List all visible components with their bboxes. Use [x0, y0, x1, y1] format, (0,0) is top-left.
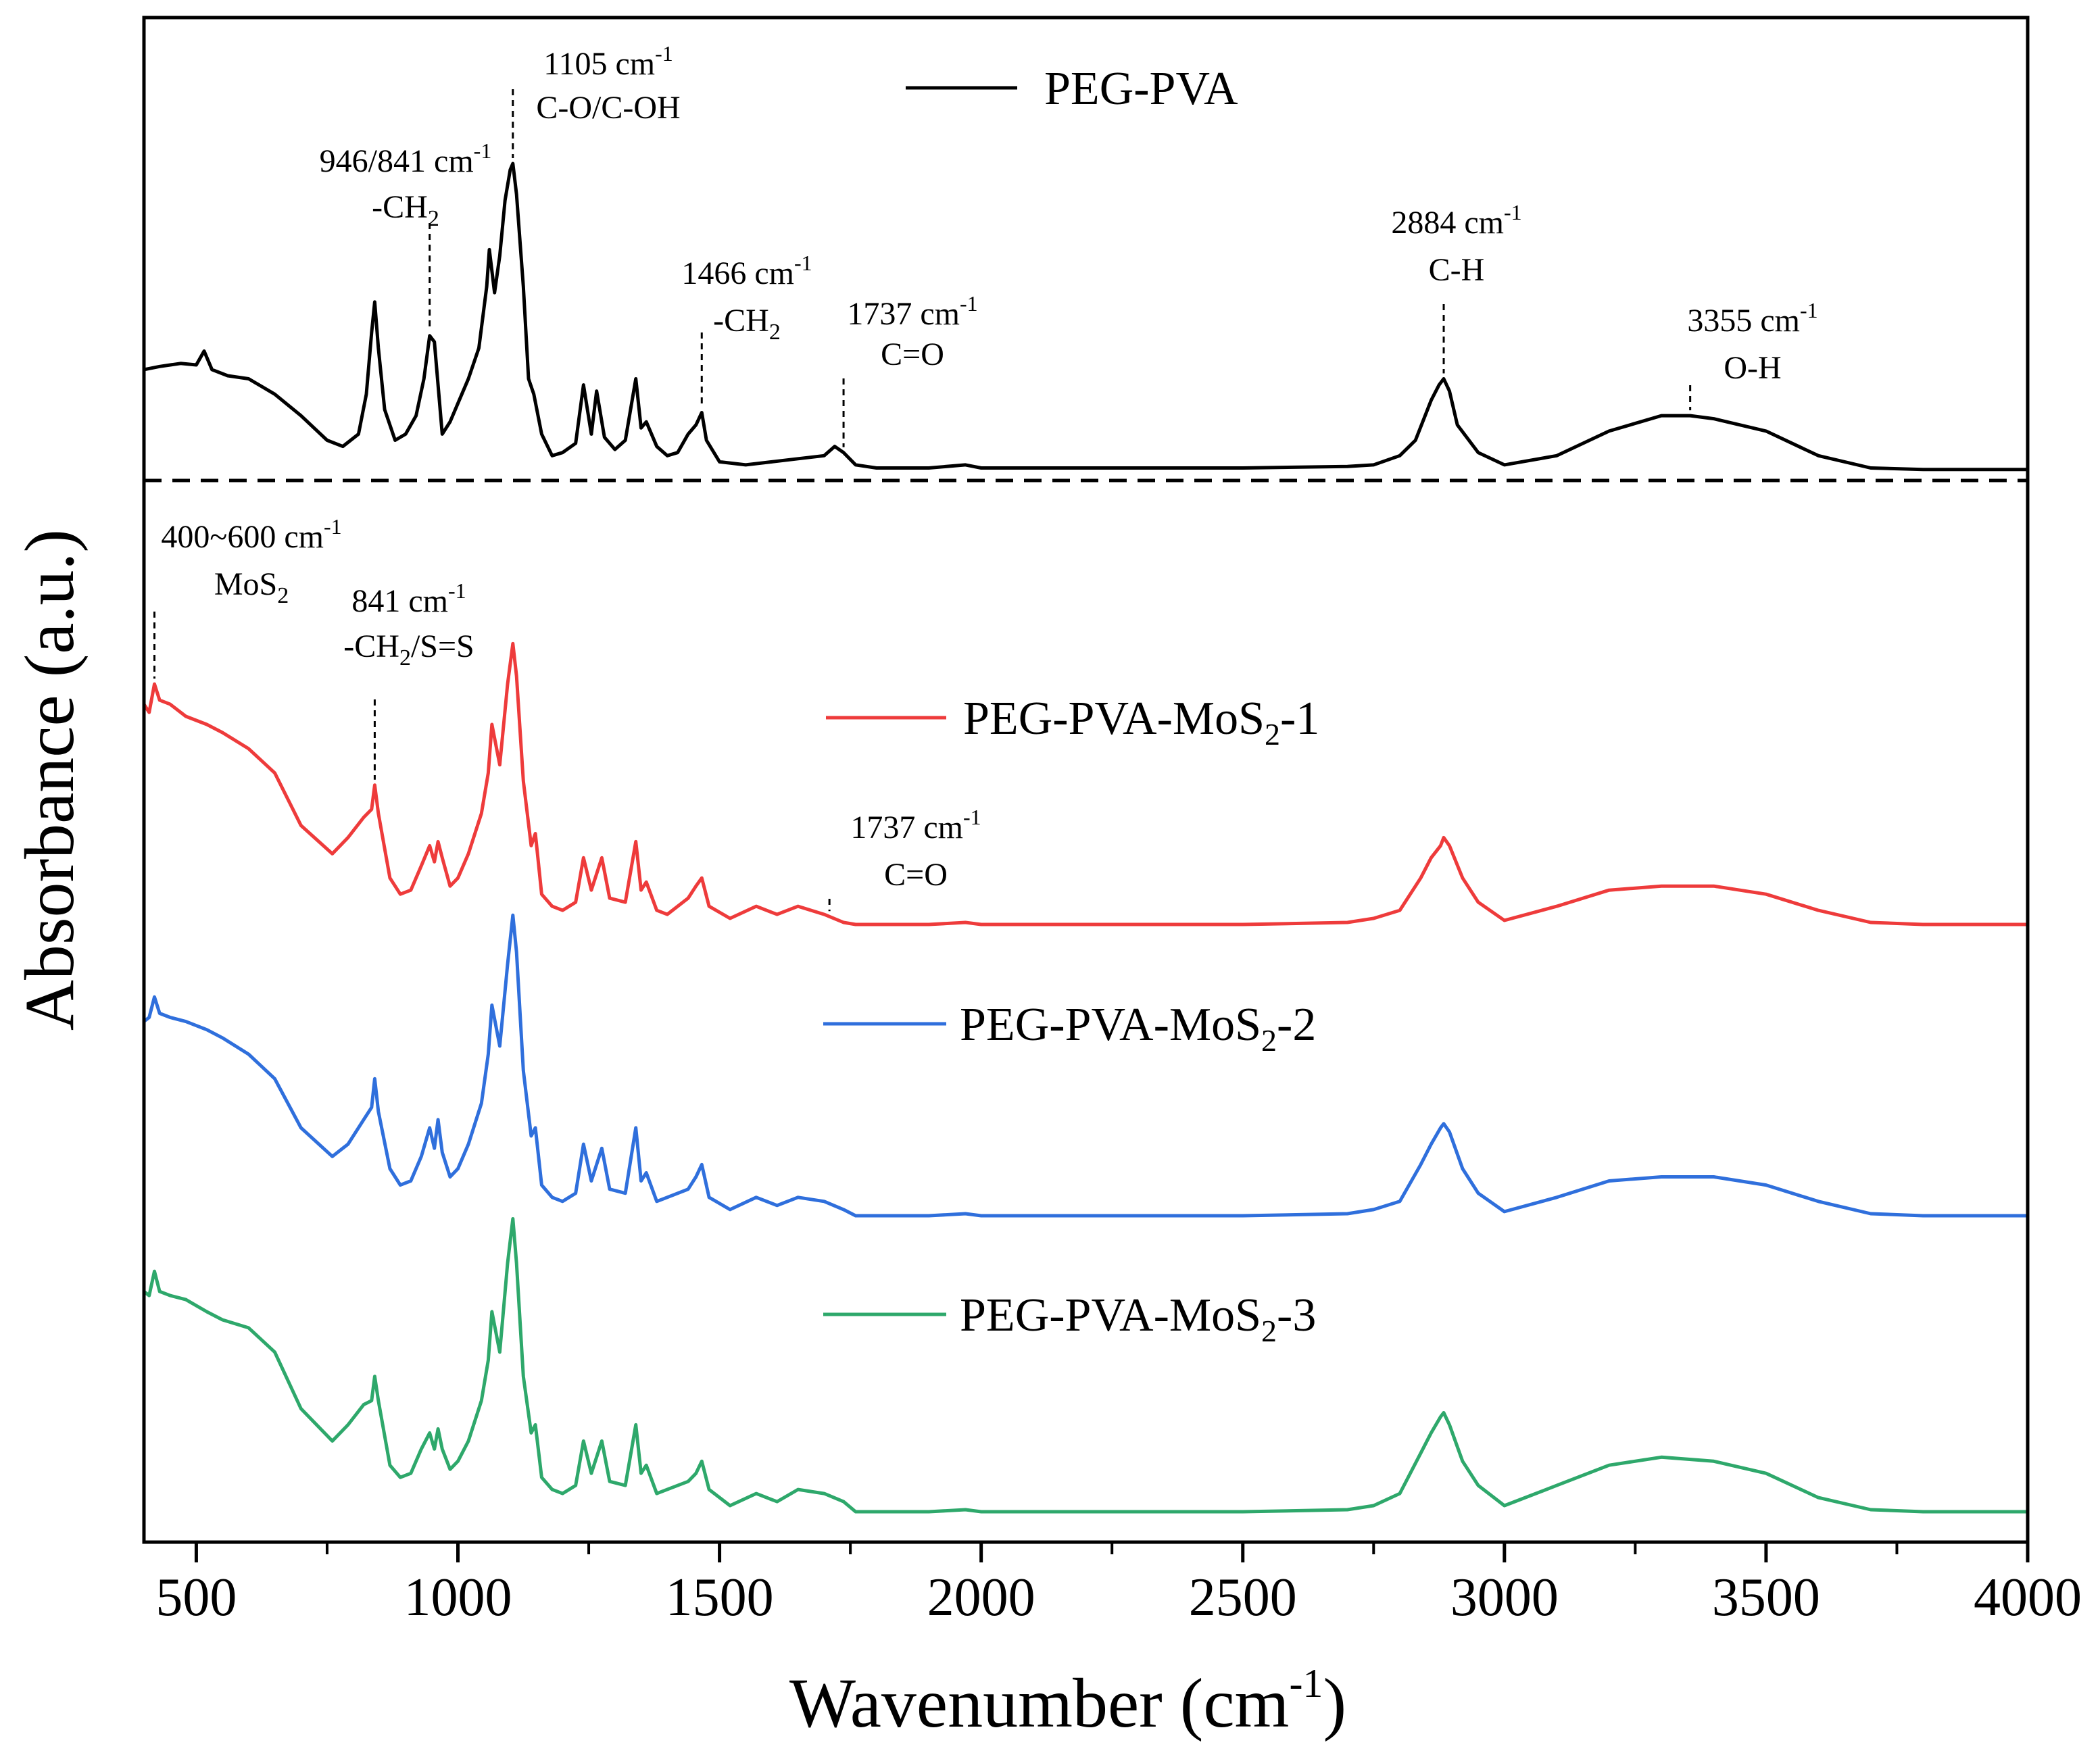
- series-line-1: [142, 162, 2030, 472]
- annotation-assignment: -CH2/S=S: [343, 628, 474, 670]
- legend-label: PEG-PVA-MoS2-2: [960, 999, 1316, 1058]
- x-tick-label: 500: [155, 1568, 237, 1627]
- series-line-3: [142, 913, 2030, 1218]
- annotation-wavenumber: 2884 cm-1: [1391, 200, 1521, 241]
- annotation-assignment: -CH2: [372, 189, 439, 231]
- annotation-assignment: C=O: [881, 337, 944, 372]
- legend-item-3: PEG-PVA-MoS2-2: [823, 999, 1316, 1058]
- legend-label: PEG-PVA-MoS2-3: [960, 1289, 1316, 1348]
- x-tick-label: 2000: [927, 1568, 1035, 1627]
- annotation-4: 1737 cm-1 C=O: [842, 291, 978, 447]
- annotation-wavenumber: 841 cm-1: [351, 578, 466, 619]
- annotation-assignment: C=O: [884, 857, 948, 893]
- legend-item-4: PEG-PVA-MoS2-3: [823, 1289, 1316, 1348]
- x-tick-label: 3000: [1450, 1568, 1559, 1627]
- x-tick-label: 3500: [1712, 1568, 1820, 1627]
- plot-frame: [142, 16, 2030, 1544]
- x-tick-label: 4000: [1974, 1568, 2082, 1627]
- annotation-assignment: C-O/C-OH: [536, 90, 680, 126]
- annotation-wavenumber: 3355 cm-1: [1687, 298, 1817, 339]
- legend-label: PEG-PVA: [1044, 63, 1238, 115]
- annotation-2: 946/841 cm-1 -CH2: [320, 139, 492, 330]
- annotation-assignment: C-H: [1429, 252, 1485, 288]
- series-group: [142, 162, 2030, 1514]
- annotation-1: 1105 cm-1 C-O/C-OH: [512, 41, 681, 158]
- x-tick-label: 1500: [666, 1568, 774, 1627]
- y-axis-title: Absorbance (a.u.): [11, 529, 89, 1031]
- x-tick-label: 1000: [404, 1568, 512, 1627]
- legend: PEG-PVA PEG-PVA-MoS2-1 PEG-PVA-MoS2-2 PEG-P…: [823, 63, 1319, 1348]
- x-axis-title: Wavenumber (cm-1): [789, 1661, 1346, 1742]
- x-tick-label: 2500: [1189, 1568, 1297, 1627]
- annotation-wavenumber: 946/841 cm-1: [320, 139, 492, 179]
- series-line-2: [142, 641, 2030, 926]
- x-axis: 500 1000 1500 2000 2500 3000 3500 4000: [155, 1542, 2082, 1627]
- annotation-wavenumber: 1737 cm-1: [850, 805, 981, 845]
- annotation-wavenumber: 1105 cm-1: [543, 41, 673, 82]
- annotation-7: 400~600 cm-1 MoS2: [153, 514, 342, 679]
- annotation-5: 2884 cm-1 C-H: [1391, 200, 1522, 374]
- legend-item-2: PEG-PVA-MoS2-1: [826, 693, 1319, 751]
- annotation-6: 3355 cm-1 O-H: [1687, 298, 1818, 411]
- annotation-wavenumber: 1737 cm-1: [847, 291, 977, 332]
- annotation-assignment: -CH2: [713, 303, 781, 345]
- annotation-assignment: MoS2: [214, 566, 289, 608]
- series-line-4: [142, 1217, 2030, 1514]
- legend-label: PEG-PVA-MoS2-1: [963, 693, 1319, 751]
- annotation-9: 1737 cm-1 C=O: [828, 805, 981, 912]
- annotation-assignment: O-H: [1724, 350, 1781, 386]
- annotation-3: 1466 cm-1 -CH2: [681, 251, 812, 407]
- annotation-wavenumber: 1466 cm-1: [681, 251, 812, 291]
- annotation-8: 841 cm-1 -CH2/S=S: [343, 578, 474, 780]
- legend-item-1: PEG-PVA: [906, 63, 1238, 115]
- annotation-wavenumber: 400~600 cm-1: [161, 514, 341, 555]
